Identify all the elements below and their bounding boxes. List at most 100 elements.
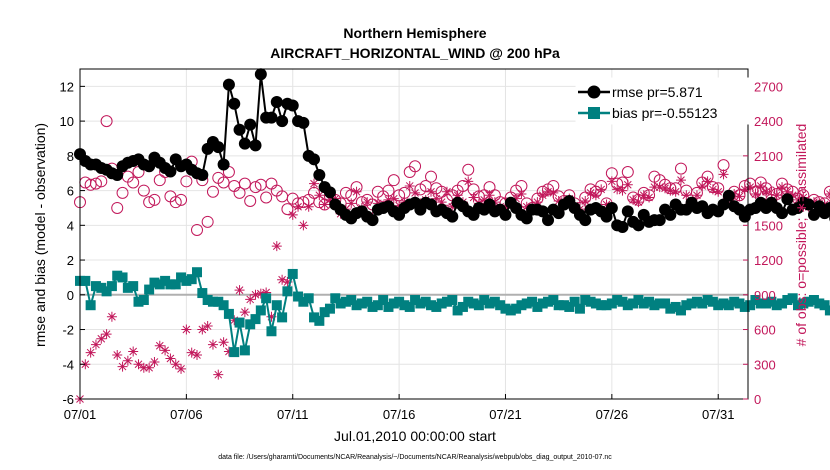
right-tick-label: 600 [754, 323, 776, 338]
bias-point [691, 296, 702, 307]
assimilated-obs-point [654, 182, 665, 193]
bias-point [165, 279, 176, 290]
rmse-point [164, 165, 177, 178]
bias-point [101, 286, 112, 297]
y-axis-label-left: rmse and bias (model - observation) [32, 123, 48, 347]
assimilated-obs-point [101, 329, 112, 340]
assimilated-obs-point [277, 274, 288, 285]
rmse-point [286, 99, 299, 112]
assimilated-obs-point [782, 186, 793, 197]
assimilated-obs-point [628, 194, 639, 205]
assimilated-obs-point [133, 359, 144, 370]
assimilated-obs-point [314, 190, 325, 201]
rmse-point [196, 168, 209, 181]
assimilated-obs-point [149, 356, 160, 367]
x-tick-label: 07/16 [383, 407, 416, 422]
bias-point [479, 295, 490, 305]
right-tick-label: 2100 [754, 149, 783, 164]
legend-bias-label: bias pr=-0.55123 [612, 105, 718, 121]
rmse-point [717, 198, 730, 211]
possible-obs-point [260, 191, 273, 204]
assimilated-obs-point [160, 345, 171, 356]
assimilated-obs-point [388, 193, 399, 204]
bias-point [670, 301, 681, 312]
assimilated-obs-point [324, 194, 335, 205]
assimilated-obs-point [612, 184, 623, 195]
possible-obs-point [265, 177, 278, 190]
bias-point [431, 301, 442, 312]
rmse-point [323, 186, 336, 199]
assimilated-obs-point [176, 363, 187, 374]
bias-point [532, 301, 543, 312]
assimilated-obs-point [122, 355, 133, 366]
assimilated-obs-point [713, 186, 724, 197]
assimilated-obs-point [319, 199, 330, 210]
assimilated-obs-point [207, 339, 218, 350]
rmse-point [600, 210, 613, 223]
assimilated-obs-point [484, 190, 495, 201]
rmse-point [244, 118, 257, 131]
assimilated-obs-point [303, 201, 314, 212]
assimilated-obs-point [154, 340, 165, 351]
assimilated-obs-point [777, 182, 788, 193]
possible-obs-point [153, 174, 166, 187]
bias-point [351, 300, 362, 311]
plot-frame [79, 68, 749, 400]
legend-rmse-label: rmse pr=5.871 [612, 84, 703, 100]
possible-obs-point [249, 181, 262, 194]
bias-point [128, 281, 139, 292]
bias-point [771, 300, 782, 311]
assimilated-obs-point [644, 192, 655, 203]
assimilated-obs-point [298, 220, 309, 231]
assimilated-obs-point [543, 186, 554, 197]
bias-point [521, 298, 532, 309]
bias-point [388, 298, 399, 309]
assimilated-obs-point [771, 190, 782, 201]
possible-obs-point [621, 166, 634, 179]
possible-obs-point [387, 174, 400, 187]
assimilated-obs-point [90, 339, 101, 350]
assimilated-obs-point [660, 183, 671, 194]
assimilated-obs-point [755, 180, 766, 191]
assimilated-obs-point [750, 189, 761, 200]
rmse-point [446, 210, 459, 223]
assimilated-obs-point [293, 201, 304, 212]
assimilated-obs-point [106, 311, 117, 322]
assimilated-obs-point [197, 324, 208, 335]
rmse-point [297, 116, 310, 129]
assimilated-obs-point [426, 186, 437, 197]
bias-point [761, 298, 772, 309]
bias-point [808, 295, 819, 305]
possible-obs-point [127, 176, 140, 189]
assimilated-obs-point [670, 186, 681, 197]
legend-bias-marker [588, 107, 600, 119]
bias-point [340, 296, 351, 307]
bias-point [590, 298, 601, 309]
bias-point [96, 282, 107, 293]
bias-point [527, 296, 538, 307]
bias-point [309, 312, 320, 323]
right-tick-label: 900 [754, 288, 776, 303]
bias-point [654, 298, 665, 309]
bias-point [213, 296, 224, 307]
assimilated-obs-point [128, 346, 139, 357]
assimilated-obs-point [404, 180, 415, 191]
bias-point [367, 301, 378, 312]
assimilated-obs-point [202, 321, 213, 332]
assimilated-obs-point [170, 359, 181, 370]
assimilated-obs-point [255, 288, 266, 299]
possible-obs-point [281, 203, 294, 216]
assimilated-obs-point [383, 194, 394, 205]
assimilated-obs-point [691, 190, 702, 201]
assimilated-obs-point [165, 353, 176, 364]
assimilated-obs-point [702, 176, 713, 187]
assimilated-obs-point [447, 201, 458, 212]
bias-point [601, 300, 612, 311]
possible-obs-point [409, 160, 422, 173]
rmse-point [621, 205, 634, 218]
assimilated-obs-point [181, 324, 192, 335]
bias-point [410, 295, 421, 305]
bias-point [420, 296, 431, 307]
assimilated-obs-point [441, 186, 452, 197]
bias-point [750, 295, 761, 305]
